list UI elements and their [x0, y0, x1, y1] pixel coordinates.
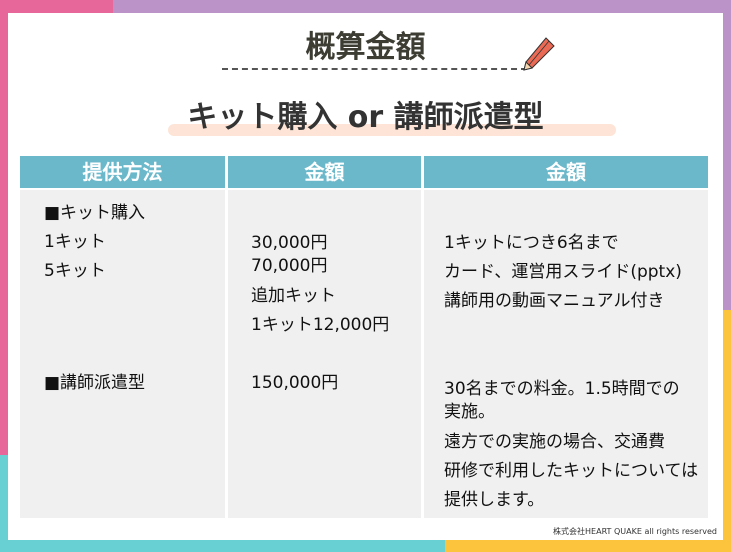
extra-kit-label: 追加キット	[251, 286, 336, 306]
cell-price	[228, 190, 421, 518]
detail-line: 研修で利用したキットについては	[444, 461, 699, 481]
price-five-kit: 70,000円	[251, 256, 328, 276]
five-kit-label: 5キット	[44, 261, 106, 281]
price-one-kit: 30,000円	[251, 233, 328, 253]
cell-details	[424, 190, 708, 518]
header-details: 金額	[424, 156, 708, 188]
border-right-purple	[721, 0, 731, 310]
detail-line: 実施。	[444, 402, 495, 422]
price-instructor: 150,000円	[251, 373, 339, 393]
header-price: 金額	[228, 156, 421, 188]
one-kit-label: 1キット	[44, 232, 106, 252]
border-left-teal	[0, 455, 10, 552]
border-bottom-teal	[0, 540, 445, 552]
subtitle-highlight	[168, 124, 616, 136]
detail-line: 提供します。	[444, 490, 545, 510]
detail-line: 30名までの料金。1.5時間での	[444, 379, 680, 399]
page-title: 概算金額	[305, 30, 426, 65]
pencil-icon	[523, 37, 555, 71]
instructor-label: ■講師派遣型	[44, 373, 146, 393]
header-method: 提供方法	[20, 156, 225, 188]
border-left-pink	[0, 0, 10, 455]
cell-method	[20, 190, 225, 518]
extra-kit-price: 1キット12,000円	[251, 315, 390, 335]
border-bottom-yellow	[445, 540, 731, 552]
kit-purchase-label: ■キット購入	[44, 203, 146, 223]
border-right-yellow	[721, 310, 731, 552]
detail-line: 1キットにつき6名まで	[444, 233, 619, 253]
detail-line: 遠方での実施の場合、交通費	[444, 432, 665, 452]
dashed-divider	[222, 68, 527, 70]
copyright: 株式会社HEART QUAKE all rights reserved	[553, 527, 717, 536]
detail-line: 講師用の動画マニュアル付き	[444, 291, 665, 311]
subtitle: キット購入 or 講師派遣型	[187, 100, 544, 135]
detail-line: カード、運営用スライド(pptx)	[444, 262, 682, 282]
